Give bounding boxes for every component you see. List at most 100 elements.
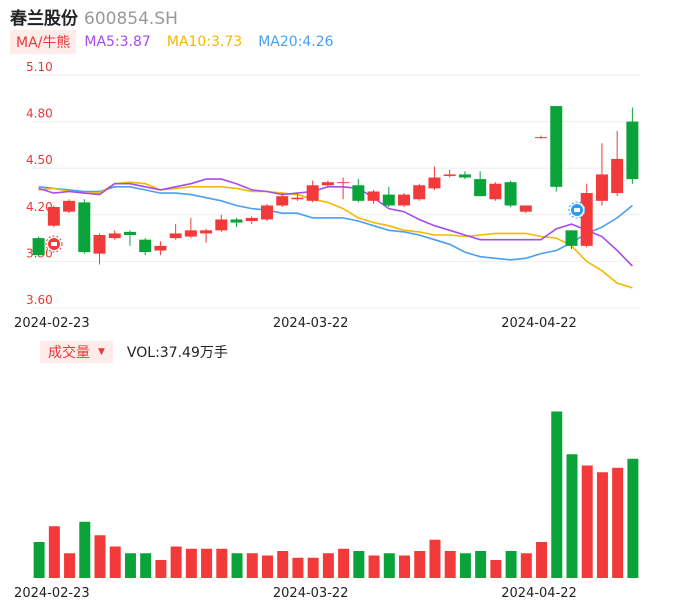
volume-bar (368, 555, 380, 578)
candle (382, 186, 395, 208)
volume-bar (185, 548, 197, 578)
candle (626, 107, 639, 184)
volume-bar (444, 551, 456, 578)
candle-body (352, 185, 365, 201)
ma5-legend: MA5:3.87 (84, 34, 151, 50)
candle (565, 230, 578, 249)
candle-body (184, 230, 197, 237)
candle (321, 180, 334, 187)
volume-bars (33, 411, 639, 578)
candle-body (154, 245, 167, 251)
candle (63, 199, 76, 214)
candle (550, 106, 563, 192)
candle (139, 238, 152, 256)
candle (611, 130, 624, 197)
candle (398, 193, 411, 208)
volume-bar (33, 542, 45, 578)
candle-body (337, 182, 350, 184)
sell-marker-icon (45, 235, 63, 253)
candle-body (108, 233, 121, 239)
candle-body (321, 182, 334, 186)
candle-body (611, 158, 624, 194)
volume-bar (64, 553, 76, 578)
volume-bar (520, 553, 532, 578)
candle (215, 214, 228, 232)
volume-bar (79, 521, 91, 578)
y-tick-label: 4.80 (26, 107, 53, 121)
volume-bar (551, 411, 563, 578)
volume-bar (581, 465, 593, 578)
ma5-line (38, 178, 633, 267)
volume-bar (399, 555, 411, 578)
candle-body (63, 200, 76, 212)
volume-bar (292, 557, 304, 578)
candle-body (565, 230, 578, 246)
candle-body (504, 182, 517, 206)
volume-bar (505, 551, 517, 578)
x-tick-label-bottom: 2024-03-22 (273, 586, 349, 601)
candle (519, 205, 532, 214)
candle (32, 236, 45, 257)
volume-bar (566, 454, 578, 578)
candle (595, 143, 608, 206)
volume-indicator-selector[interactable]: 成交量 ▼ (40, 341, 113, 363)
candle-body (123, 231, 136, 235)
ma-lines (38, 178, 633, 289)
volume-bar (216, 548, 228, 578)
candle (230, 217, 243, 228)
volume-bar (261, 555, 273, 578)
ma10-legend: MA10:3.73 (166, 34, 243, 50)
candle-body (291, 197, 304, 200)
volume-bar (627, 458, 639, 578)
volume-bar (155, 560, 167, 578)
volume-bar (94, 535, 106, 578)
volume-bar (109, 546, 121, 578)
candle (337, 177, 350, 200)
candle-body (489, 183, 502, 200)
candle-body (443, 174, 456, 176)
candle (474, 171, 487, 197)
candle (458, 171, 471, 180)
candle (352, 179, 365, 203)
volume-bar (429, 539, 441, 578)
volume-bar (459, 553, 471, 578)
volume-legend: 成交量 ▼ VOL:37.49万手 (40, 341, 228, 363)
candle (428, 166, 441, 190)
volume-value: VOL:37.49万手 (126, 345, 228, 361)
candle-body (398, 194, 411, 206)
stock-name: 春兰股份 (10, 9, 78, 29)
candle-body (169, 233, 182, 239)
volume-bar (322, 553, 334, 578)
candle-body (47, 207, 60, 226)
ma10-line (38, 181, 633, 289)
volume-bar (612, 467, 624, 578)
volume-bar (536, 542, 548, 578)
x-tick-label-top: 2024-02-23 (14, 316, 90, 331)
volume-bar (231, 553, 243, 578)
price-axis-labels: 5.104.804.504.203.903.60 (26, 60, 53, 307)
candle-body (260, 205, 273, 220)
y-tick-label: 4.20 (26, 200, 53, 214)
ma-indicator-selector[interactable]: MA/牛熊 (10, 30, 77, 54)
candle (306, 180, 319, 203)
ma-legend: MA/牛熊 MA5:3.87 MA10:3.73 MA20:4.26 (10, 30, 350, 54)
candle (154, 241, 167, 256)
candle-body (595, 174, 608, 201)
candle (78, 199, 91, 254)
volume-bar (48, 526, 60, 578)
y-tick-label: 4.50 (26, 153, 53, 167)
candle-body (306, 185, 319, 201)
y-tick-label: 5.10 (26, 60, 53, 74)
candle (200, 228, 213, 243)
candle-body (93, 234, 106, 254)
candle-body (519, 205, 532, 212)
volume-bar (307, 557, 319, 578)
candle (184, 217, 197, 239)
candle-body (626, 121, 639, 180)
x-tick-label-top: 2024-04-22 (501, 316, 577, 331)
candle (260, 203, 273, 222)
volume-bar (201, 548, 213, 578)
candle-body (382, 194, 395, 206)
candle (93, 233, 106, 265)
